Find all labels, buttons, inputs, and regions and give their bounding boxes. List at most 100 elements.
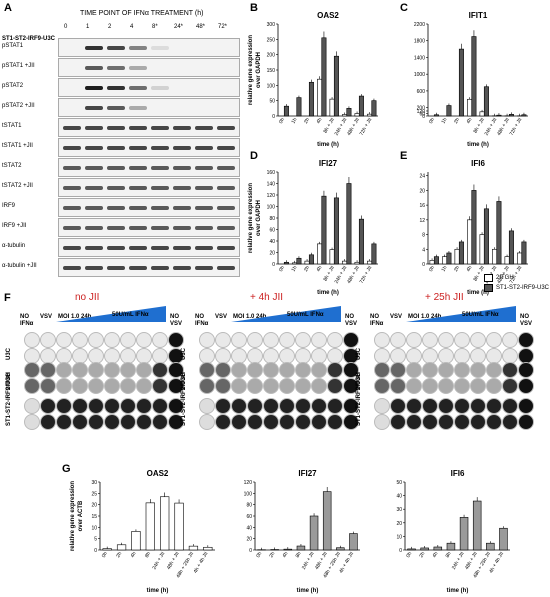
- bar: [407, 548, 416, 551]
- blot-band: [107, 86, 125, 90]
- blot-band: [129, 246, 147, 250]
- plaque-well: [390, 332, 406, 348]
- blot-band: [151, 226, 169, 230]
- bar: [371, 243, 377, 265]
- x-tick-label: 8h: [445, 551, 453, 559]
- blot-band: [173, 266, 191, 270]
- y-tick-label: 25: [91, 491, 97, 497]
- blot-band: [129, 206, 147, 210]
- bar: [442, 256, 448, 265]
- x-tick-label: 4h: [432, 551, 440, 559]
- y-axis-label: over GAPDH: [256, 200, 262, 236]
- plaque-well: [518, 362, 534, 378]
- blot-band: [63, 206, 81, 210]
- x-tick-label: 8h + JII: [473, 117, 486, 134]
- blot-band: [63, 226, 81, 230]
- cell-line-label: ST1-ST2-IRF9-U3C: [2, 36, 56, 42]
- plaque-row-label: U3C: [181, 347, 187, 360]
- plaque-well: [24, 398, 40, 414]
- x-tick-label: 48h + JII: [314, 551, 329, 571]
- legend-swatch-white: [484, 274, 493, 282]
- plaque-well: [422, 362, 438, 378]
- plaque-well: [24, 362, 40, 378]
- plaque-well: [263, 398, 279, 414]
- plaque-well: [72, 398, 88, 414]
- plaque-well: [88, 378, 104, 394]
- y-axis-label: relative gene expression: [248, 183, 254, 253]
- bar: [446, 542, 456, 551]
- plaque-well: [311, 378, 327, 394]
- plaque-well: [374, 398, 390, 414]
- plaque-well: [88, 414, 104, 430]
- blot-row-label: pSTAT2: [2, 83, 24, 89]
- blot-band: [107, 166, 125, 170]
- plaque-well: [152, 332, 168, 348]
- blot-band: [217, 246, 235, 250]
- plaque-well: [40, 332, 56, 348]
- y-tick-label: 20: [419, 188, 425, 194]
- plaque-well: [24, 378, 40, 394]
- blot-band: [107, 186, 125, 190]
- plaque-assay: no JII NO IFNα VSV MOI 1.0 24h NO VSV 50U/mL …: [0, 292, 550, 457]
- plaque-well: [422, 332, 438, 348]
- y-tick-label: 160: [267, 170, 276, 176]
- bar: [486, 542, 495, 551]
- y-tick-label: 60: [419, 111, 425, 117]
- plaque-well: [486, 398, 502, 414]
- no-vsv-label: NO VSV: [345, 314, 358, 327]
- x-tick-label: 0h: [101, 551, 109, 559]
- plaque-row-label: ST1-ST2-IRF9-U3C: [6, 372, 12, 426]
- plaque-panel-title: + 25h JII: [425, 292, 464, 303]
- bar: [317, 243, 323, 265]
- plaque-well: [199, 362, 215, 378]
- plaque-well: [486, 362, 502, 378]
- x-axis-label: time (h): [467, 142, 489, 148]
- y-tick-label: 50: [269, 99, 275, 105]
- plaque-well: [263, 414, 279, 430]
- bar: [145, 502, 155, 551]
- plaque-well: [168, 378, 184, 394]
- plaque-well: [327, 398, 343, 414]
- x-tick-label: 4h: [316, 117, 324, 125]
- blot-band: [217, 126, 235, 130]
- blot-band: [173, 206, 191, 210]
- plaque-well: [470, 398, 486, 414]
- no-ifn-label: NO IFNα: [20, 314, 34, 327]
- plaque-well: [104, 362, 120, 378]
- plaque-well: [72, 332, 88, 348]
- legend-item-2ftgh: 2fTGH: [484, 274, 549, 282]
- plaque-well: [422, 398, 438, 414]
- y-tick-label: 15: [91, 514, 97, 520]
- x-tick-label: 48h + JII: [464, 551, 479, 571]
- blot-band: [129, 146, 147, 150]
- plaque-well: [295, 398, 311, 414]
- x-tick-label: 4h: [130, 551, 138, 559]
- plaque-panel-title: + 4h JII: [250, 292, 284, 303]
- chart-title: IFI6: [471, 159, 485, 168]
- x-tick-label: 48h + 25h JII: [472, 551, 492, 579]
- plaque-well: [88, 398, 104, 414]
- blot-band: [173, 146, 191, 150]
- blot-band: [85, 246, 103, 250]
- blot-band: [173, 226, 191, 230]
- bar: [321, 195, 327, 265]
- x-tick-label: 2h: [303, 265, 311, 273]
- timepoint-label: 4: [130, 24, 134, 30]
- plaque-well: [199, 414, 215, 430]
- blot-band: [63, 266, 81, 270]
- blot-strip: [58, 158, 240, 177]
- plaque-well: [406, 398, 422, 414]
- x-tick-label: 8h: [295, 551, 303, 559]
- plaque-well: [231, 362, 247, 378]
- plaque-well: [374, 362, 390, 378]
- y-tick-label: 150: [267, 68, 276, 74]
- plaque-well: [486, 332, 502, 348]
- vsv-label: VSV: [215, 314, 228, 320]
- plaque-well: [152, 362, 168, 378]
- plaque-well: [438, 398, 454, 414]
- bar: [329, 249, 335, 265]
- x-tick-label: 1h: [441, 117, 449, 125]
- x-tick-label: 24h + JII: [451, 551, 466, 571]
- bar: [296, 257, 302, 265]
- plaque-well: [502, 414, 518, 430]
